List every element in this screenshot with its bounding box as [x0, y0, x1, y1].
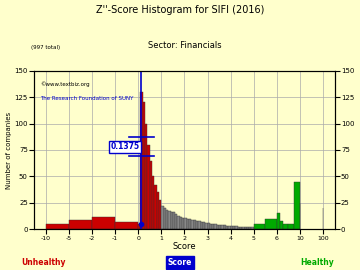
- Text: Sector: Financials: Sector: Financials: [148, 41, 221, 50]
- Y-axis label: Number of companies: Number of companies: [5, 112, 12, 188]
- Bar: [171, 212, 173, 229]
- Bar: [191, 220, 194, 229]
- Bar: [217, 225, 219, 229]
- Text: ©www.textbiz.org: ©www.textbiz.org: [40, 82, 90, 87]
- Bar: [143, 102, 145, 229]
- Bar: [233, 226, 235, 229]
- Bar: [173, 212, 175, 229]
- Bar: [205, 223, 207, 229]
- Bar: [150, 161, 152, 229]
- Bar: [177, 215, 180, 229]
- Bar: [203, 222, 205, 229]
- Bar: [238, 227, 240, 229]
- Bar: [46, 224, 69, 229]
- Bar: [157, 192, 159, 229]
- Bar: [228, 226, 231, 229]
- Bar: [294, 182, 300, 229]
- Bar: [175, 214, 177, 229]
- Bar: [194, 220, 196, 229]
- Bar: [280, 221, 283, 229]
- Bar: [166, 210, 168, 229]
- Bar: [221, 225, 224, 229]
- Text: 0.1375: 0.1375: [111, 142, 139, 151]
- Bar: [69, 220, 92, 229]
- Bar: [145, 124, 147, 229]
- Bar: [147, 145, 150, 229]
- Text: Z''-Score Histogram for SIFI (2016): Z''-Score Histogram for SIFI (2016): [96, 5, 264, 15]
- Bar: [226, 226, 228, 229]
- Bar: [182, 218, 184, 229]
- Bar: [212, 224, 215, 229]
- Bar: [198, 221, 201, 229]
- Bar: [215, 224, 217, 229]
- Text: (997 total): (997 total): [31, 45, 60, 50]
- Bar: [187, 219, 189, 229]
- Bar: [288, 224, 294, 229]
- Bar: [168, 211, 171, 229]
- Text: Unhealthy: Unhealthy: [21, 258, 66, 267]
- Bar: [249, 227, 251, 229]
- Bar: [277, 214, 280, 229]
- Text: The Research Foundation of SUNY: The Research Foundation of SUNY: [40, 96, 134, 101]
- Bar: [115, 222, 138, 229]
- Text: Healthy: Healthy: [300, 258, 334, 267]
- Bar: [210, 224, 212, 229]
- Bar: [242, 227, 244, 229]
- Bar: [207, 223, 210, 229]
- Bar: [251, 227, 254, 229]
- Bar: [240, 227, 242, 229]
- Bar: [161, 206, 163, 229]
- Bar: [138, 224, 140, 229]
- Bar: [244, 227, 247, 229]
- Bar: [224, 225, 226, 229]
- Bar: [152, 176, 154, 229]
- Bar: [184, 218, 187, 229]
- Bar: [92, 217, 115, 229]
- Bar: [247, 227, 249, 229]
- X-axis label: Score: Score: [172, 242, 196, 251]
- Bar: [231, 226, 233, 229]
- Bar: [201, 222, 203, 229]
- Bar: [235, 226, 238, 229]
- Bar: [196, 221, 198, 229]
- Bar: [283, 224, 288, 229]
- Text: Score: Score: [168, 258, 192, 267]
- Bar: [140, 92, 143, 229]
- Bar: [254, 224, 265, 229]
- Bar: [180, 217, 182, 229]
- Bar: [154, 185, 157, 229]
- Bar: [159, 200, 161, 229]
- Bar: [265, 219, 277, 229]
- Bar: [189, 219, 191, 229]
- Bar: [163, 208, 166, 229]
- Bar: [219, 225, 221, 229]
